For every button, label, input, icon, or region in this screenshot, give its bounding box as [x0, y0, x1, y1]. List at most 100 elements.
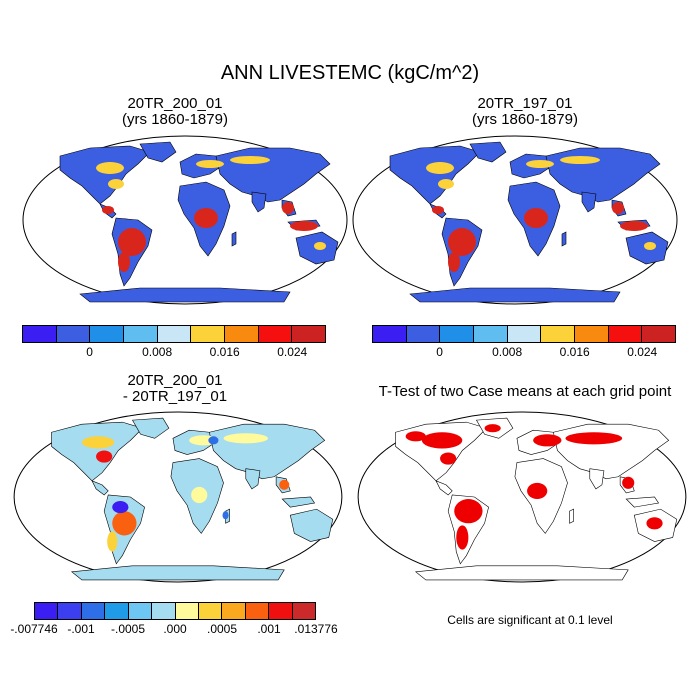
colorbar-top-left-tick-label: 0 — [86, 345, 93, 359]
map-bottom-right-significant-cells — [565, 432, 623, 445]
colorbar-top-right-swatch — [406, 326, 441, 342]
colorbar-top-right-swatch — [507, 326, 542, 342]
map-top-right-value-patch — [432, 206, 444, 214]
map-top-left-value-patch — [118, 252, 130, 272]
map-top-right-land-india — [581, 191, 597, 213]
colorbar-bottom-left-tick-label: .013776 — [294, 622, 338, 636]
ttest-significance-note: Cells are significant at 0.1 level — [447, 613, 613, 627]
map-bottom-right-significant-cells — [484, 424, 501, 433]
map-bottom-left-land-indonesia — [281, 496, 316, 508]
map-bottom-left-land-india — [245, 468, 261, 490]
map-top-right-value-patch — [524, 208, 548, 228]
map-bottom-left-value-patch — [191, 486, 208, 504]
map-top-right-value-patch — [526, 160, 554, 168]
colorbar-top-left-tick-label: 0.008 — [142, 345, 173, 359]
colorbar-bottom-left-swatch — [245, 603, 270, 619]
map-top-left-value-patch — [314, 242, 326, 250]
map-top-right-value-patch — [560, 156, 600, 164]
colorbar-top-right-tick-label: 0.008 — [492, 345, 523, 359]
map-bottom-left-value-patch — [112, 511, 137, 536]
map-bottom-right-significant-cells — [454, 499, 483, 524]
colorbar-top-left-swatch — [225, 326, 259, 342]
map-top-left-value-patch — [108, 179, 124, 189]
colorbar-bottom-left-swatch — [58, 603, 82, 619]
colorbar-bottom-left-tick-label: -.001 — [67, 622, 95, 636]
colorbar-top-right-swatch — [575, 326, 609, 342]
map-bottom-right-significant-cells — [646, 517, 663, 530]
colorbar-top-left-swatch — [292, 326, 326, 342]
colorbar-top-right-swatch — [541, 326, 576, 342]
map-top-left-value-patch — [196, 160, 224, 168]
map-bottom-right-significant-cells — [456, 525, 469, 550]
colorbar-top-right-swatch — [474, 326, 508, 342]
map-top-right-value-patch — [448, 252, 460, 272]
map-top-left-value-patch — [282, 202, 294, 214]
colorbar-top-right-swatch — [373, 326, 407, 342]
map-bottom-left-value-patch — [222, 511, 229, 520]
map-bottom-right-land-indonesia — [625, 496, 660, 508]
map-top-left-land-india — [251, 191, 267, 213]
colorbar-bottom-left-swatch — [175, 603, 199, 619]
map-top-right-value-patch — [438, 179, 454, 189]
colorbar-bottom-left-swatch — [81, 603, 106, 619]
colorbar-bottom-left-tick-label: -.007746 — [10, 622, 58, 636]
map-panel-bottom-left — [13, 411, 343, 583]
colorbar-bottom-left-swatch — [152, 603, 176, 619]
figure-title: ANN LIVESTEMC (kgC/m^2) — [220, 62, 480, 84]
map-bottom-left-value-patch — [223, 433, 269, 444]
colorbar-top-left-tick-label: 0.016 — [209, 345, 240, 359]
map-top-left-value-patch — [102, 206, 114, 214]
panel-title-top-left-line2: (yrs 1860-1879) — [122, 111, 228, 128]
map-top-right-land-greenland — [469, 141, 507, 163]
colorbar-top-left-tick-label: 0.024 — [277, 345, 308, 359]
map-top-left-value-patch — [96, 162, 124, 174]
map-bottom-right-significant-cells — [405, 431, 426, 442]
map-top-right-value-patch — [426, 162, 454, 174]
map-top-left-land-northAmerica — [59, 145, 151, 205]
colorbar-top-left-swatch — [23, 326, 57, 342]
colorbar-top-right-swatch — [440, 326, 475, 342]
map-bottom-left-land-northAmerica — [51, 421, 144, 482]
panel-title-top-right-line2: (yrs 1860-1879) — [472, 111, 578, 128]
colorbar-bottom-left-swatch — [222, 603, 246, 619]
panel-title-top-right-line1: 20TR_197_01 — [477, 95, 573, 112]
colorbar-top-left-swatch — [124, 326, 158, 342]
map-panel-top-left — [22, 135, 348, 305]
colorbar-bottom-left-swatch — [105, 603, 129, 619]
map-top-right-land-antarctica — [409, 287, 621, 303]
map-top-right-value-patch — [620, 221, 648, 231]
map-bottom-left-value-patch — [279, 479, 290, 490]
map-panel-top-right — [352, 135, 678, 305]
map-bottom-right-significant-cells — [527, 482, 548, 500]
map-bottom-right-significant-cells — [622, 476, 635, 489]
colorbar-top-left-swatch — [191, 326, 226, 342]
map-bottom-left-value-patch — [208, 436, 219, 445]
map-bottom-right-land-india — [589, 468, 605, 490]
colorbar-top-right-tick-label: 0.024 — [627, 345, 658, 359]
panel-title-bottom-left-line1: 20TR_200_01 — [127, 372, 223, 389]
colorbar-top-left-swatch — [90, 326, 125, 342]
colorbar-bottom-left-swatch — [292, 603, 316, 619]
colorbar-bottom-left-tick-label: .000 — [163, 622, 187, 636]
map-top-left-land-antarctica — [79, 287, 291, 303]
colorbar-bottom-left-tick-label: -.0005 — [110, 622, 146, 636]
map-top-right-land-northAmerica — [389, 145, 481, 205]
colorbar-top-right-tick-label: 0.016 — [559, 345, 590, 359]
colorbar-top-right — [372, 325, 676, 343]
map-bottom-left-value-patch — [107, 531, 118, 552]
panel-title-bottom-right-line1: T-Test of two Case means at each grid po… — [378, 383, 672, 400]
map-top-right-value-patch — [448, 228, 476, 256]
map-top-left-value-patch — [118, 228, 146, 256]
colorbar-top-right-tick-label: 0 — [436, 345, 443, 359]
colorbar-top-left-swatch — [56, 326, 91, 342]
colorbar-top-right-swatch — [608, 326, 643, 342]
map-top-left-value-patch — [290, 221, 318, 231]
map-bottom-left-value-patch — [96, 450, 113, 463]
map-bottom-left-value-patch — [112, 501, 129, 514]
map-bottom-right-land-centralAmerica — [435, 480, 453, 496]
map-bottom-left-land-australia — [289, 508, 334, 542]
colorbar-top-left-swatch — [258, 326, 293, 342]
colorbar-bottom-left-tick-label: .0005 — [206, 622, 238, 636]
map-panel-bottom-right — [357, 411, 687, 583]
colorbar-top-left-swatch — [157, 326, 192, 342]
